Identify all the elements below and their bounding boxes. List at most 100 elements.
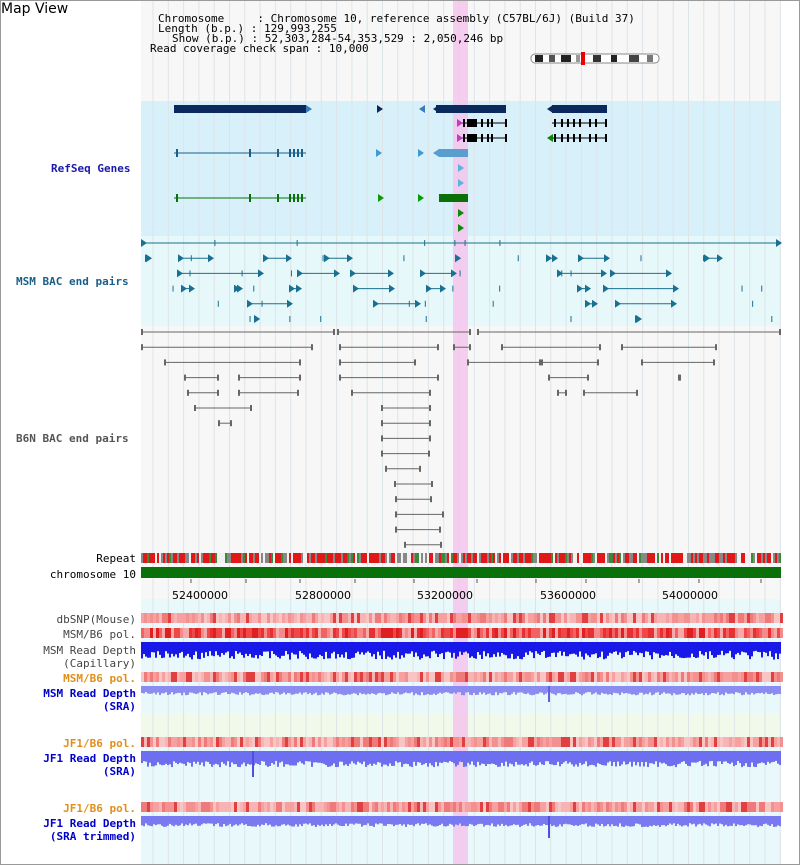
heat-segment <box>600 672 603 682</box>
exon <box>289 149 291 157</box>
heat-segment <box>582 613 585 623</box>
heat-segment <box>534 628 537 638</box>
heat-segment <box>414 613 417 623</box>
bac-end-marker <box>238 389 240 396</box>
depth-bar <box>229 816 231 824</box>
heat-segment <box>246 628 249 638</box>
depth-bar <box>759 686 761 694</box>
depth-bar <box>479 751 481 766</box>
heat-segment <box>780 628 783 638</box>
depth-bar <box>439 816 441 826</box>
heat-segment <box>243 613 246 623</box>
heat-segment <box>528 672 531 682</box>
depth-bar <box>285 642 287 651</box>
exon <box>573 119 575 127</box>
repeat-segment <box>655 553 657 563</box>
heat-segment <box>501 613 504 623</box>
repeat-segment <box>679 553 681 563</box>
heat-segment <box>192 802 195 812</box>
repeat-segment <box>325 553 327 563</box>
depth-bar <box>397 642 399 652</box>
depth-bar <box>761 816 763 827</box>
repeat-segment <box>195 553 197 563</box>
track-label-refseq[interactable]: RefSeq Genes <box>51 162 131 175</box>
heat-segment <box>162 613 165 623</box>
heat-segment <box>744 628 747 638</box>
depth-bar <box>619 686 621 696</box>
heat-segment <box>447 672 450 682</box>
heat-segment <box>195 628 198 638</box>
depth-bar <box>509 751 511 764</box>
depth-bar <box>441 816 443 824</box>
heat-segment <box>462 628 465 638</box>
depth-bar <box>365 686 367 695</box>
depth-bar <box>155 642 157 658</box>
depth-bar <box>215 642 217 652</box>
heat-segment <box>516 802 519 812</box>
depth-bar <box>177 686 179 693</box>
depth-bar <box>263 686 265 696</box>
repeat-segment <box>745 553 747 563</box>
heat-segment <box>729 672 732 682</box>
heat-segment <box>501 802 504 812</box>
depth-bar <box>165 816 167 827</box>
heat-segment <box>663 613 666 623</box>
depth-bar <box>327 642 329 659</box>
heat-segment <box>696 737 699 747</box>
repeat-segment <box>399 553 401 563</box>
depth-bar <box>653 642 655 653</box>
depth-bar <box>511 751 513 765</box>
heat-segment <box>183 737 186 747</box>
repeat-segment <box>555 553 557 563</box>
depth-bar <box>415 751 417 766</box>
depth-bar <box>165 751 167 764</box>
depth-bar <box>531 751 533 762</box>
depth-bar <box>441 642 443 654</box>
depth-bar <box>315 642 317 659</box>
depth-bar <box>551 751 553 765</box>
depth-bar <box>251 686 253 695</box>
depth-bar <box>339 751 341 762</box>
heat-segment <box>222 802 225 812</box>
depth-bar <box>685 751 687 764</box>
depth-bar <box>623 816 625 827</box>
heat-segment <box>435 802 438 812</box>
heat-segment <box>519 802 522 812</box>
heat-segment <box>741 672 744 682</box>
depth-bar <box>467 816 469 826</box>
heat-segment <box>561 672 564 682</box>
heat-segment <box>483 628 486 638</box>
depth-bar <box>481 751 483 764</box>
heat-segment <box>270 672 273 682</box>
depth-bar <box>283 642 285 656</box>
depth-bar <box>447 686 449 693</box>
bac-end-marker <box>577 284 583 293</box>
track-label-b6n-bac[interactable]: B6N BAC end pairs <box>16 432 129 445</box>
depth-bar <box>539 751 541 763</box>
heat-segment <box>297 737 300 747</box>
bac-end-marker <box>437 374 439 381</box>
depth-bar <box>743 816 745 827</box>
heat-segment <box>708 613 711 623</box>
depth-bar <box>233 686 235 694</box>
depth-bar <box>467 686 469 693</box>
depth-bar <box>551 816 553 827</box>
heat-segment <box>621 672 624 682</box>
repeat-segment <box>395 553 397 563</box>
heat-segment <box>705 672 708 682</box>
depth-bar <box>625 816 627 826</box>
depth-bar <box>527 642 529 655</box>
bac-end-marker <box>587 374 589 381</box>
heat-segment <box>420 672 423 682</box>
depth-bar <box>429 642 431 659</box>
heat-segment <box>492 628 495 638</box>
depth-bar <box>353 642 355 658</box>
heat-segment <box>606 802 609 812</box>
track-label-msm-bac[interactable]: MSM BAC end pairs <box>16 275 129 288</box>
heat-segment <box>567 613 570 623</box>
depth-bar <box>397 686 399 693</box>
repeat-segment <box>359 553 361 563</box>
depth-bar <box>701 816 703 826</box>
depth-bar <box>505 642 507 656</box>
